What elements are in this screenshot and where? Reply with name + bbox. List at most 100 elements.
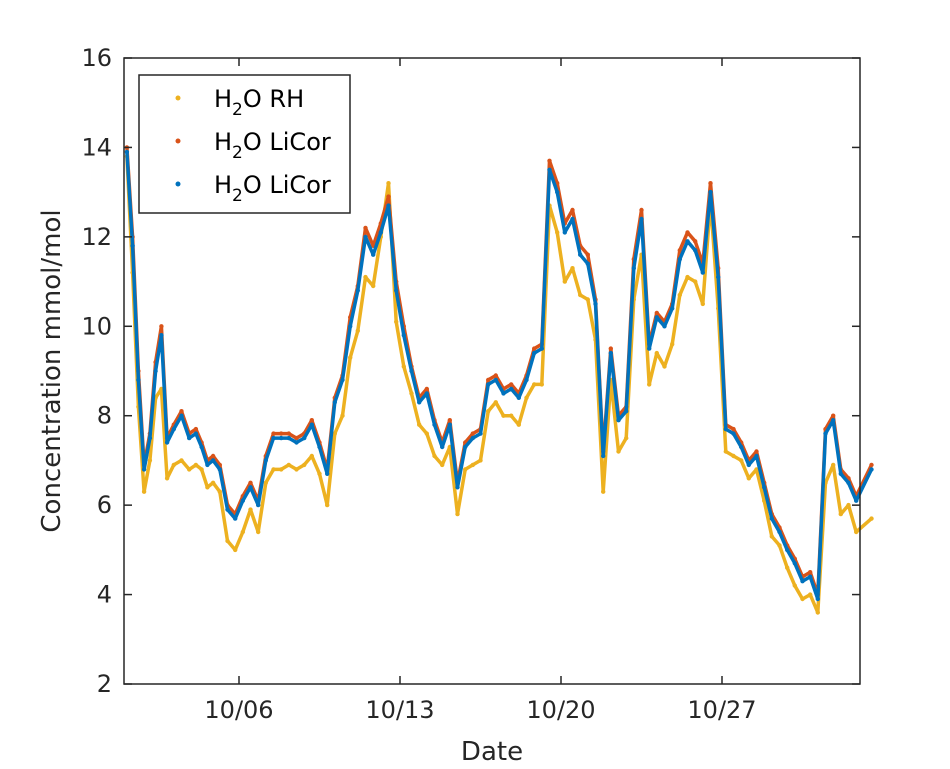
data-point xyxy=(147,458,153,463)
data-point xyxy=(838,511,843,517)
data-point xyxy=(739,444,744,450)
data-point xyxy=(205,485,210,490)
data-point xyxy=(141,489,147,494)
data-point xyxy=(731,426,736,432)
data-point xyxy=(777,543,782,548)
data-point xyxy=(601,453,606,459)
data-point xyxy=(240,529,245,535)
data-point xyxy=(332,431,337,436)
data-point xyxy=(447,422,452,427)
data-point xyxy=(762,498,767,503)
data-point xyxy=(193,431,199,436)
data-point xyxy=(769,516,774,521)
y-tick-label: 16 xyxy=(81,44,112,72)
data-point xyxy=(455,511,460,517)
y-tick-label: 4 xyxy=(97,581,112,609)
x-axis-label: Date xyxy=(461,737,523,767)
data-point xyxy=(624,435,629,441)
y-tick-label: 14 xyxy=(81,133,112,161)
data-point xyxy=(355,328,360,333)
data-point xyxy=(838,471,843,476)
data-point xyxy=(585,252,590,257)
data-point xyxy=(233,516,238,521)
data-point xyxy=(854,529,859,535)
x-tick-label: 10/20 xyxy=(526,696,595,724)
data-point xyxy=(317,444,322,450)
data-point xyxy=(141,467,147,472)
data-point xyxy=(302,462,307,468)
data-point xyxy=(294,467,299,472)
data-point xyxy=(555,189,560,195)
data-point xyxy=(869,516,874,521)
data-point xyxy=(217,489,222,494)
data-point xyxy=(478,431,483,436)
data-point xyxy=(325,502,330,508)
data-point xyxy=(532,350,537,356)
data-point xyxy=(199,467,204,472)
data-point xyxy=(739,458,744,463)
data-point xyxy=(493,373,498,378)
data-point xyxy=(654,315,659,320)
data-point xyxy=(363,225,368,231)
data-point xyxy=(555,230,560,235)
data-point xyxy=(179,458,184,463)
data-point xyxy=(831,462,836,468)
data-point xyxy=(493,400,498,405)
data-point xyxy=(355,288,360,293)
legend-label: H2O LiCor xyxy=(214,128,331,163)
data-point xyxy=(670,342,675,347)
data-point xyxy=(562,279,567,284)
data-point xyxy=(524,395,529,400)
data-point xyxy=(440,444,445,450)
data-point xyxy=(746,462,751,468)
data-point xyxy=(470,462,475,468)
data-point xyxy=(693,239,698,244)
data-point xyxy=(685,230,690,235)
data-point xyxy=(700,301,705,307)
data-point xyxy=(256,502,261,508)
data-point xyxy=(869,467,874,472)
data-point xyxy=(639,216,644,222)
data-point xyxy=(708,181,713,186)
data-point xyxy=(509,382,514,387)
data-point xyxy=(340,413,345,418)
data-point xyxy=(532,382,537,387)
data-point xyxy=(823,431,828,436)
data-point xyxy=(639,207,644,213)
data-point xyxy=(271,467,276,472)
legend-label: H2O RH xyxy=(214,85,304,120)
data-point xyxy=(486,377,491,383)
data-point xyxy=(279,431,284,436)
data-point xyxy=(130,243,135,248)
y-axis-label: Concentration mmol/mol xyxy=(37,209,67,532)
data-point xyxy=(432,453,437,459)
y-tick-label: 2 xyxy=(97,670,112,698)
data-point xyxy=(371,283,376,289)
data-point xyxy=(662,324,667,329)
data-point xyxy=(317,471,322,476)
data-point xyxy=(570,207,575,213)
data-point xyxy=(777,529,782,535)
data-point xyxy=(693,279,698,284)
data-point xyxy=(205,462,210,468)
data-point xyxy=(647,346,652,351)
data-point xyxy=(608,346,613,351)
data-point xyxy=(386,203,391,208)
data-point xyxy=(585,261,590,266)
data-point xyxy=(800,596,805,602)
data-point xyxy=(271,431,276,436)
series-3-trace xyxy=(125,150,874,601)
data-point xyxy=(677,257,682,262)
data-point xyxy=(792,561,797,566)
data-point xyxy=(225,507,230,512)
data-point xyxy=(193,462,199,468)
data-point xyxy=(754,449,759,454)
data-point xyxy=(831,413,836,418)
data-point xyxy=(179,409,184,414)
data-point xyxy=(731,431,736,436)
data-point xyxy=(547,167,552,172)
series-3 xyxy=(124,149,874,602)
data-point xyxy=(463,444,468,450)
legend-entry: H2O LiCor xyxy=(175,128,331,163)
